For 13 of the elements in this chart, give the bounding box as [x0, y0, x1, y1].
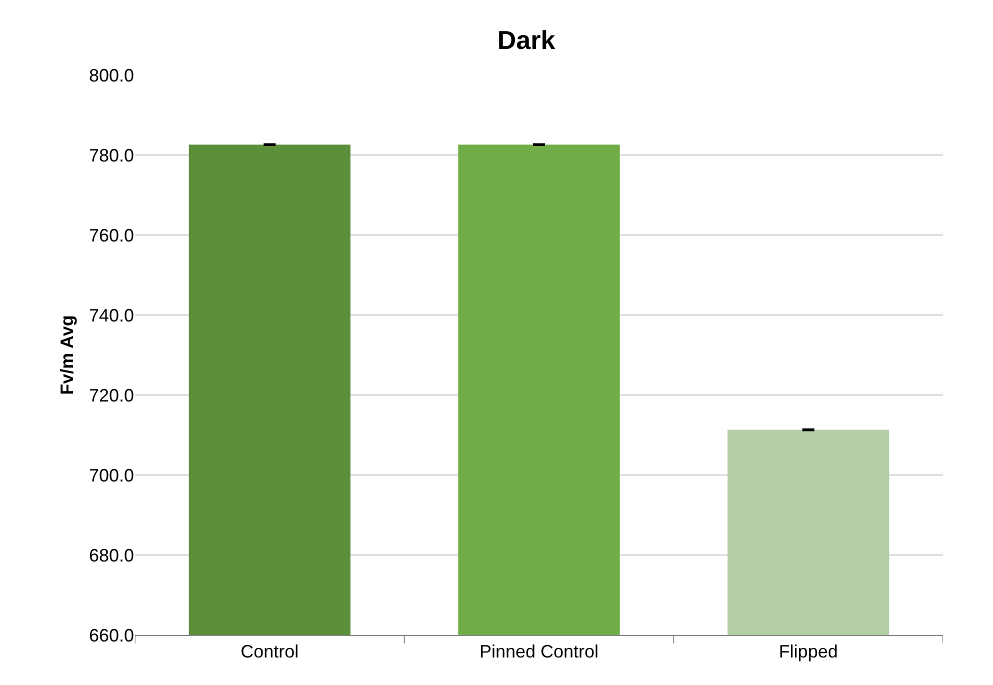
y-tick-label: 760.0	[88, 225, 134, 246]
x-tick-label: Flipped	[778, 642, 838, 662]
y-tick-label: 740.0	[88, 305, 134, 326]
y-tick-label: 780.0	[88, 145, 134, 166]
y-tick-label: 700.0	[88, 465, 134, 486]
y-tick-label: 800.0	[88, 65, 134, 86]
x-tick-label: Pinned Control	[479, 642, 599, 662]
x-tick-label: Control	[240, 642, 299, 662]
y-tick-label: 680.0	[88, 545, 134, 566]
chart-title: Dark	[497, 25, 556, 56]
y-tick-label: 720.0	[88, 385, 134, 406]
y-axis-title: Fv/m Avg	[57, 315, 78, 395]
y-tick-label: 660.0	[88, 625, 134, 646]
